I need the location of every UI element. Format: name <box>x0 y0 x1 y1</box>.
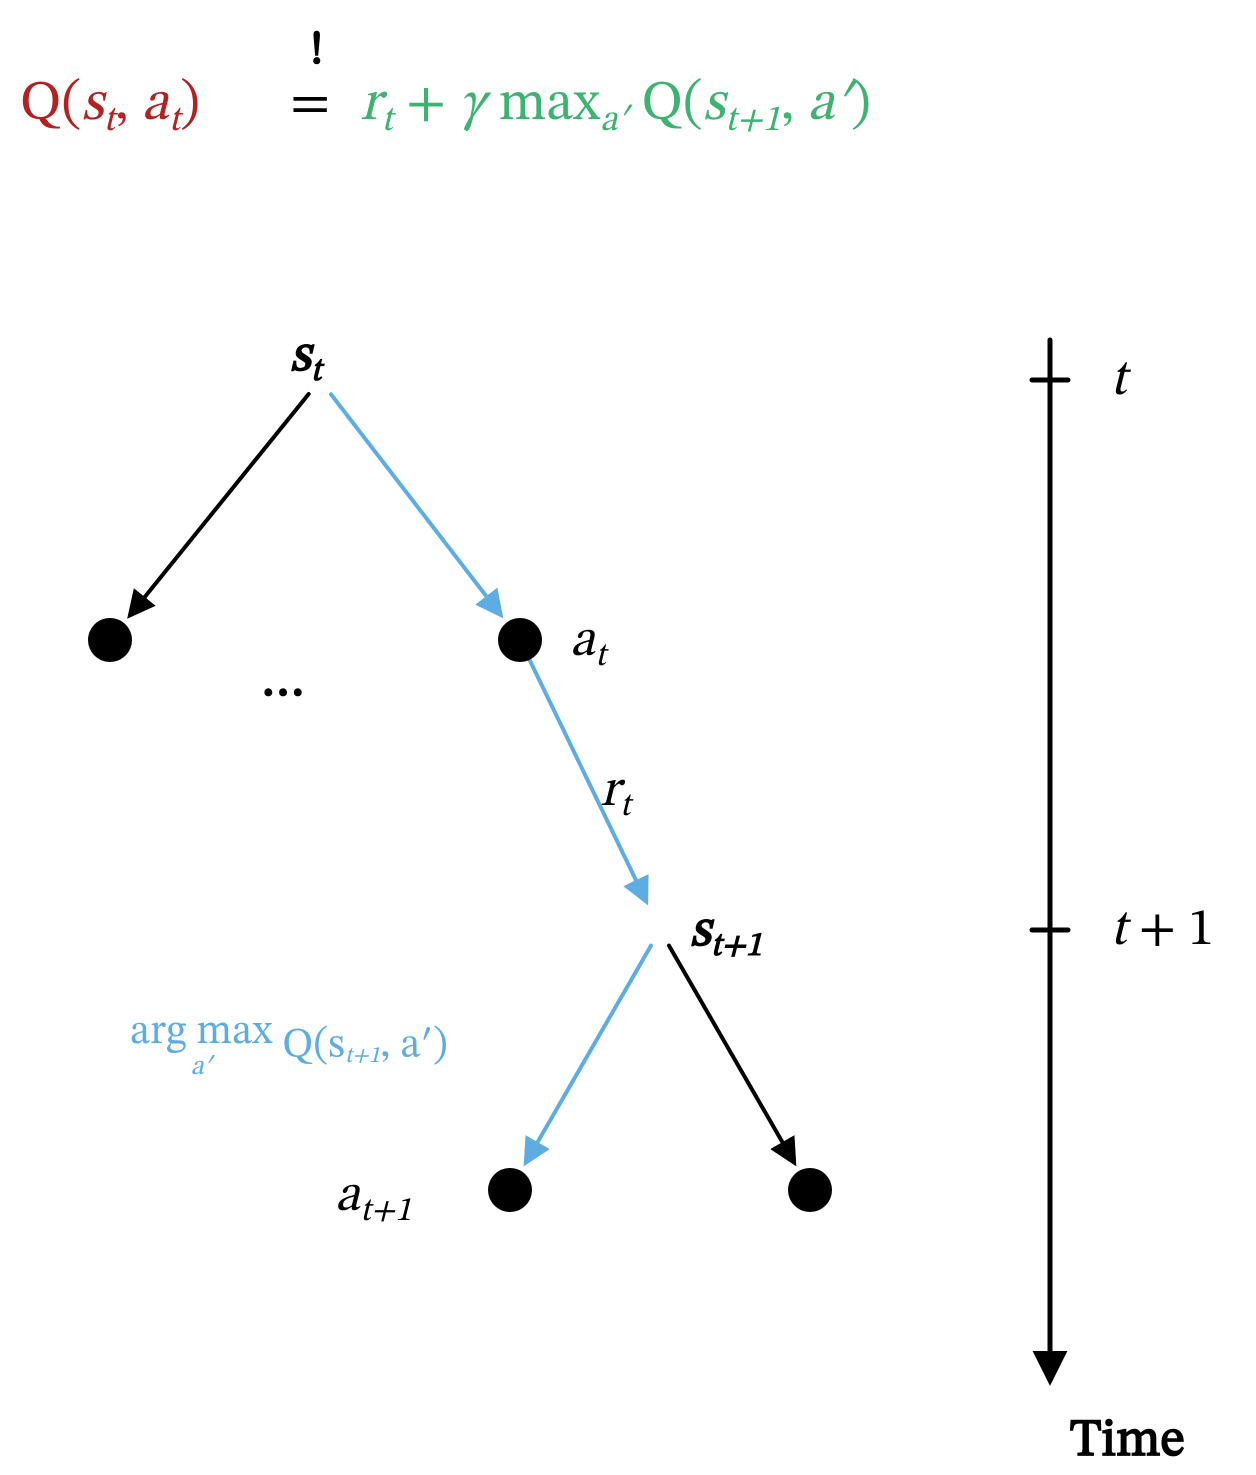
edge-s_t-left_dot <box>130 394 309 615</box>
node-right_dot <box>788 1168 832 1212</box>
time-label-0: t <box>1110 349 1126 414</box>
label-dots: … <box>260 650 306 715</box>
diagram-canvas: Q(st, at)!=rt + γ maxa′ Q(st+1, a′)statr… <box>0 0 1256 1462</box>
eq-equals: = <box>290 70 330 140</box>
time-label-1: t + 1 <box>1110 899 1214 964</box>
edge-s_t1-a_t1 <box>526 946 651 1163</box>
label-s_t1: st+1 <box>690 900 762 968</box>
node-a_t <box>498 618 542 662</box>
label-r_t: rt <box>600 760 630 828</box>
edge-s_t-a_t <box>331 394 501 614</box>
time-axis-label: Time <box>1070 1410 1185 1475</box>
eq-rhs: rt + γ maxa′ Q(st+1, a′) <box>360 70 871 144</box>
edge-s_t1-right_dot <box>669 946 794 1163</box>
node-left_dot <box>88 618 132 662</box>
label-a_t1: at+1 <box>335 1165 412 1233</box>
node-a_t1 <box>488 1168 532 1212</box>
eq-lhs: Q(st, at) <box>20 70 200 144</box>
label-argmax: arg maxa′ Q(st+1, a′) <box>130 1010 448 1083</box>
svg-layer <box>0 0 1256 1462</box>
label-a_t: at <box>570 610 606 678</box>
label-s_t: st <box>290 325 321 393</box>
